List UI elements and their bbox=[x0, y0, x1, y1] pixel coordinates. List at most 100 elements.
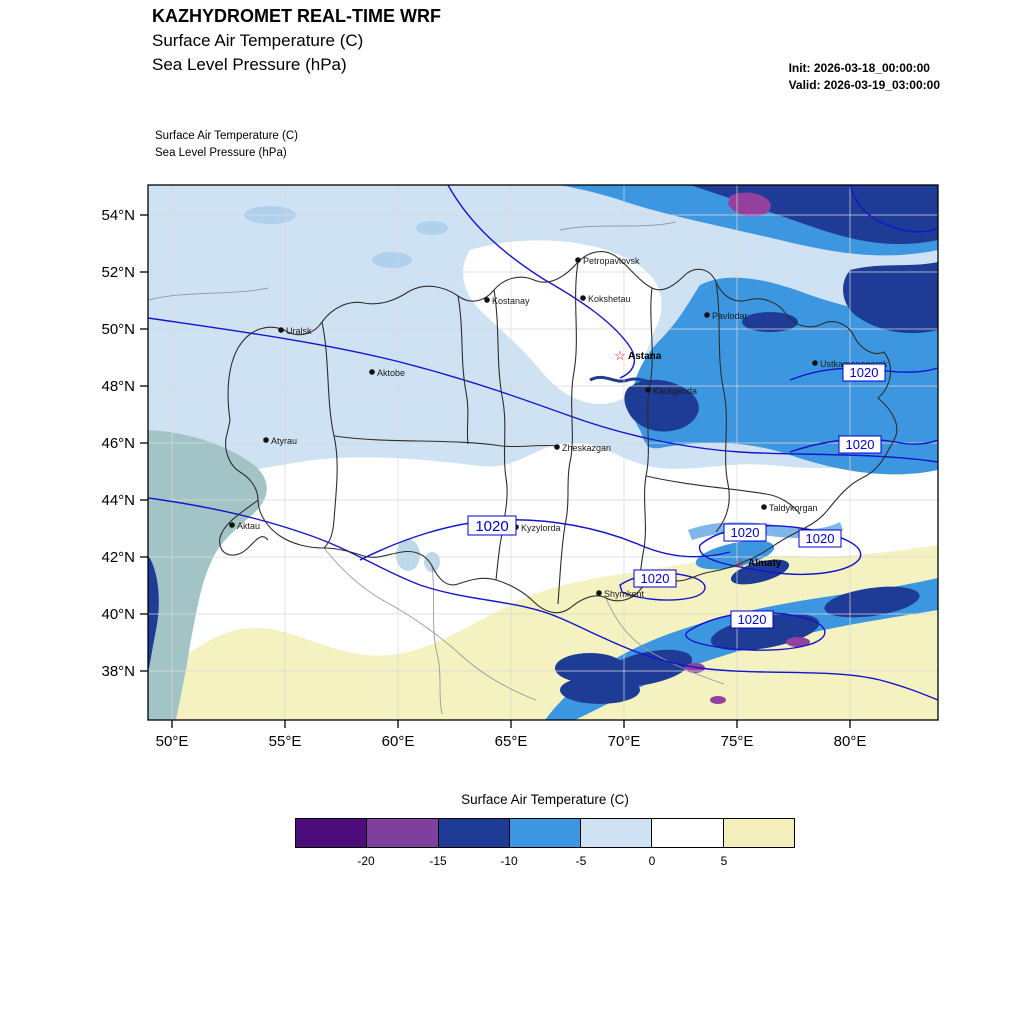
capital-marker: ☆ Almaty bbox=[734, 555, 782, 570]
city-label: Zheskazgan bbox=[562, 443, 611, 453]
city-dot bbox=[761, 504, 767, 510]
temperature-shading bbox=[148, 185, 938, 720]
axis-ticks bbox=[140, 214, 851, 728]
city-label: Pavlodar bbox=[712, 311, 748, 321]
lon-tick-label: 75°E bbox=[721, 733, 754, 750]
capital-star-icon: ☆ bbox=[614, 348, 626, 363]
shade-navy-karaganda bbox=[624, 379, 699, 432]
city-marker: Shymkent bbox=[596, 589, 645, 599]
lon-tick-label: 65°E bbox=[495, 733, 528, 750]
lat-tick-label: 50°N bbox=[101, 321, 135, 338]
capital-star-icon: ☆ bbox=[734, 555, 746, 570]
init-time: Init: 2026-03-18_00:00:00 bbox=[788, 61, 930, 75]
city-marker: Kyzylorda bbox=[513, 523, 561, 533]
shade-purple-speck bbox=[786, 637, 810, 647]
city-dot bbox=[596, 590, 602, 596]
lon-tick-label: 60°E bbox=[382, 733, 415, 750]
city-marker: Aktau bbox=[229, 521, 260, 531]
shade-medblue-east bbox=[631, 277, 938, 475]
city-label: Petropavlovsk bbox=[583, 256, 640, 266]
lat-tick-label: 52°N bbox=[101, 264, 135, 281]
svg-text:1020: 1020 bbox=[475, 518, 508, 535]
lat-tick-label: 46°N bbox=[101, 435, 135, 452]
colorbar-cell bbox=[580, 819, 652, 847]
shade-navy-river-squiggle bbox=[589, 375, 661, 385]
capital-marker: ☆ Astana bbox=[614, 348, 662, 363]
city-marker: Zheskazgan bbox=[554, 443, 611, 453]
lon-tick-label: 80°E bbox=[834, 733, 867, 750]
shade-navy-mtn bbox=[560, 676, 640, 704]
svg-text:1020: 1020 bbox=[738, 612, 767, 627]
city-label: Atyrau bbox=[271, 436, 297, 446]
svg-text:1020: 1020 bbox=[846, 437, 875, 452]
pressure-contours bbox=[148, 185, 938, 701]
colorbar-tick: 0 bbox=[648, 854, 656, 868]
model-run-info: Init: 2026-03-18_00:00:00 Valid: 2026-03… bbox=[789, 60, 940, 94]
city-label: Kyzylorda bbox=[521, 523, 561, 533]
city-dot bbox=[263, 437, 269, 443]
colorbar-tick: 5 bbox=[720, 854, 728, 868]
city-marker: Petropavlovsk bbox=[575, 256, 640, 266]
map-frame bbox=[147, 184, 939, 721]
colorbar bbox=[295, 818, 795, 848]
lat-tick-label: 40°N bbox=[101, 606, 135, 623]
lat-tick-label: 42°N bbox=[101, 549, 135, 566]
lon-tick-label: 70°E bbox=[608, 733, 641, 750]
admin-borders bbox=[219, 251, 898, 614]
city-label: Taldykorgan bbox=[769, 503, 818, 513]
city-dot bbox=[645, 387, 651, 393]
pressure-label: 1020 bbox=[798, 529, 842, 548]
lat-tick-label: 54°N bbox=[101, 207, 135, 224]
colorbar-cell bbox=[508, 819, 581, 847]
map-inner-label-temperature: Surface Air Temperature (C) bbox=[155, 130, 298, 142]
lat-tick-label: 44°N bbox=[101, 492, 135, 509]
shade-blue-speck bbox=[416, 221, 448, 235]
capital-label: Astana bbox=[628, 351, 662, 362]
colorbar-tick: -10 bbox=[500, 854, 518, 868]
city-label: Uralsk bbox=[286, 326, 312, 336]
city-marker: Taldykorgan bbox=[761, 503, 818, 513]
colorbar-tick: -5 bbox=[575, 854, 587, 868]
colorbar-cell bbox=[722, 819, 794, 847]
city-label: Aktobe bbox=[377, 368, 405, 378]
shade-navy-speck bbox=[742, 312, 798, 332]
shade-navy-almaty bbox=[730, 559, 790, 585]
colorbar-cell bbox=[296, 819, 367, 847]
capital-label: Almaty bbox=[748, 558, 782, 569]
page-title: KAZHYDROMET REAL-TIME WRF bbox=[152, 6, 441, 26]
city-dot bbox=[484, 297, 490, 303]
colorbar-title: Surface Air Temperature (C) bbox=[461, 792, 629, 807]
valid-time: Valid: 2026-03-19_03:00:00 bbox=[788, 78, 940, 92]
colorbar-tick: -15 bbox=[429, 854, 447, 868]
shade-navy-eastedge bbox=[843, 262, 938, 334]
colorbar-tick: -20 bbox=[357, 854, 375, 868]
pressure-label: 1020 bbox=[467, 515, 517, 536]
colorbar-labels: -20 -15 -10 -5 0 5 bbox=[295, 854, 795, 874]
shade-blue-speck bbox=[372, 252, 412, 268]
lon-tick-label: 50°E bbox=[156, 733, 189, 750]
shade-navy-leftedge bbox=[148, 555, 159, 672]
colorbar-cell bbox=[366, 819, 438, 847]
svg-text:1020: 1020 bbox=[641, 571, 670, 586]
city-marker: Pavlodar bbox=[704, 311, 748, 321]
colorbar-cell bbox=[651, 819, 723, 847]
city-dot bbox=[580, 295, 586, 301]
pressure-label: 1020 bbox=[838, 435, 882, 454]
city-dot bbox=[278, 327, 284, 333]
kazakhstan-outline bbox=[225, 251, 898, 614]
city-dot bbox=[229, 522, 235, 528]
shade-purple-blob bbox=[728, 192, 771, 217]
pressure-label: 1020 bbox=[842, 363, 886, 382]
city-dot bbox=[369, 369, 375, 375]
svg-text:1020: 1020 bbox=[806, 531, 835, 546]
map-inner-label-pressure: Sea Level Pressure (hPa) bbox=[155, 147, 287, 159]
shade-navy-mtn bbox=[603, 649, 693, 687]
city-marker: Uralsk bbox=[278, 326, 312, 336]
pressure-labels-layer: 1020 1020 1020 1020 1020 1020 1020 bbox=[467, 363, 886, 629]
city-marker: Karaganda bbox=[645, 386, 697, 396]
pressure-label: 1020 bbox=[723, 523, 767, 542]
city-dot bbox=[812, 360, 818, 366]
city-label: Aktau bbox=[237, 521, 260, 531]
